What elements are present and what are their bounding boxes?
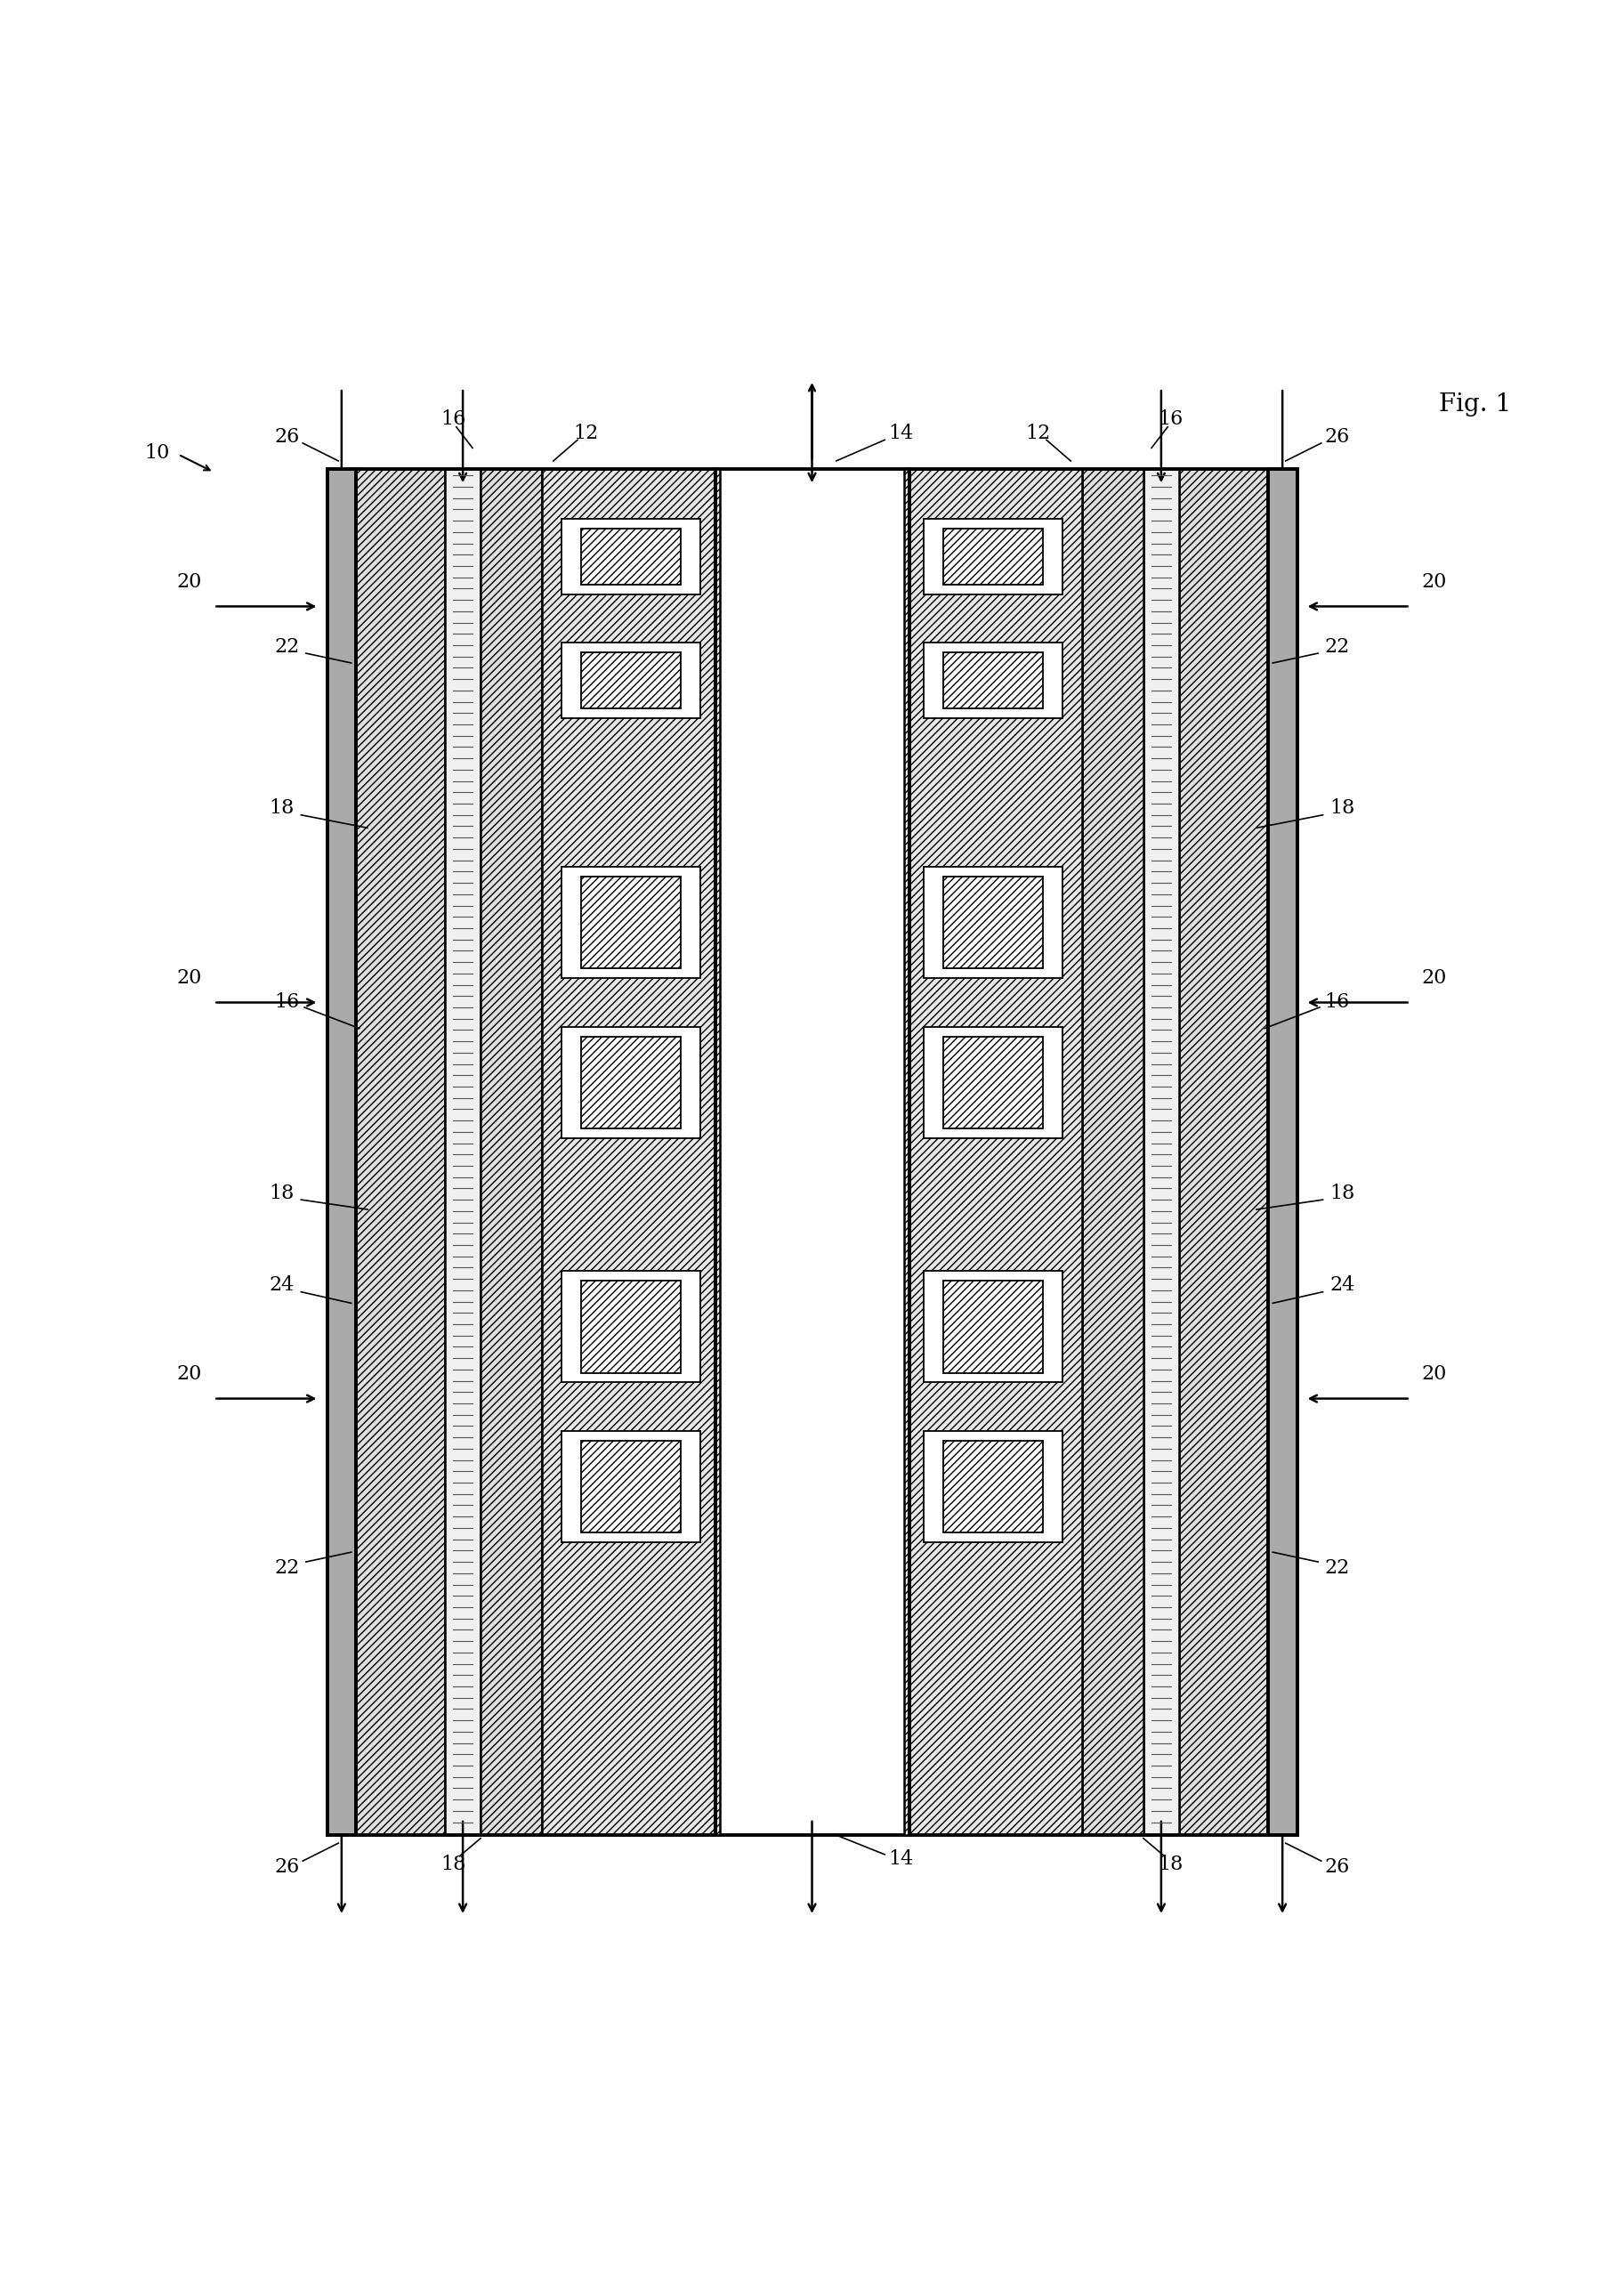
Text: 26: 26 xyxy=(1325,1857,1350,1878)
Bar xyxy=(562,1430,700,1543)
Text: 18: 18 xyxy=(270,799,294,817)
Bar xyxy=(924,1026,1062,1139)
Text: 16: 16 xyxy=(1325,992,1350,1013)
Text: 24: 24 xyxy=(270,1277,294,1295)
Bar xyxy=(562,519,700,595)
Text: 20: 20 xyxy=(177,572,203,592)
Bar xyxy=(481,468,542,1835)
Bar xyxy=(562,866,700,978)
Bar xyxy=(581,1440,680,1534)
Text: 20: 20 xyxy=(177,1364,203,1384)
Text: 16: 16 xyxy=(274,992,299,1013)
Text: 18: 18 xyxy=(270,1182,294,1203)
Text: 20: 20 xyxy=(1421,1364,1447,1384)
Text: 12: 12 xyxy=(1026,425,1051,443)
Text: 18: 18 xyxy=(1330,1182,1354,1203)
Text: 22: 22 xyxy=(274,636,299,657)
Bar xyxy=(581,877,680,969)
Text: 20: 20 xyxy=(177,969,203,987)
Text: 26: 26 xyxy=(274,427,299,445)
Text: 26: 26 xyxy=(1325,427,1350,445)
Text: 26: 26 xyxy=(274,1857,299,1878)
Text: 20: 20 xyxy=(1421,572,1447,592)
Text: 18: 18 xyxy=(1158,1855,1184,1874)
Bar xyxy=(944,877,1043,969)
Bar xyxy=(924,866,1062,978)
Bar xyxy=(326,468,356,1835)
Bar xyxy=(1143,468,1179,1835)
Bar xyxy=(909,468,1298,1835)
Text: 24: 24 xyxy=(1330,1277,1354,1295)
Bar xyxy=(445,468,481,1835)
Bar xyxy=(1268,468,1298,1835)
Bar xyxy=(944,1035,1043,1130)
Bar xyxy=(924,519,1062,595)
Text: 22: 22 xyxy=(1325,636,1350,657)
Bar xyxy=(581,1035,680,1130)
Text: 14: 14 xyxy=(888,425,913,443)
Bar xyxy=(944,1281,1043,1373)
Bar xyxy=(924,1272,1062,1382)
Text: 12: 12 xyxy=(573,425,598,443)
Bar xyxy=(1179,468,1268,1835)
Bar xyxy=(944,528,1043,585)
Text: 18: 18 xyxy=(1330,799,1354,817)
Text: 22: 22 xyxy=(1325,1559,1350,1577)
Text: 22: 22 xyxy=(274,1559,299,1577)
Text: 10: 10 xyxy=(145,443,171,461)
Bar xyxy=(944,652,1043,707)
Bar xyxy=(1268,468,1298,1835)
Text: 14: 14 xyxy=(888,1851,913,1869)
Bar xyxy=(581,528,680,585)
Bar xyxy=(356,468,445,1835)
Bar xyxy=(562,643,700,719)
Text: 16: 16 xyxy=(440,409,466,429)
Bar xyxy=(562,1026,700,1139)
Bar xyxy=(542,468,719,1835)
Text: Fig. 1: Fig. 1 xyxy=(1439,393,1510,416)
Bar xyxy=(581,1281,680,1373)
Bar xyxy=(1082,468,1143,1835)
Text: 20: 20 xyxy=(1421,969,1447,987)
Bar xyxy=(326,468,715,1835)
Bar xyxy=(715,468,909,1835)
Bar xyxy=(581,652,680,707)
Bar xyxy=(326,468,356,1835)
Bar xyxy=(944,1440,1043,1534)
Text: 16: 16 xyxy=(1158,409,1184,429)
Bar xyxy=(924,643,1062,719)
Bar xyxy=(562,1272,700,1382)
Bar xyxy=(924,1430,1062,1543)
Bar xyxy=(905,468,1082,1835)
Text: 18: 18 xyxy=(440,1855,466,1874)
